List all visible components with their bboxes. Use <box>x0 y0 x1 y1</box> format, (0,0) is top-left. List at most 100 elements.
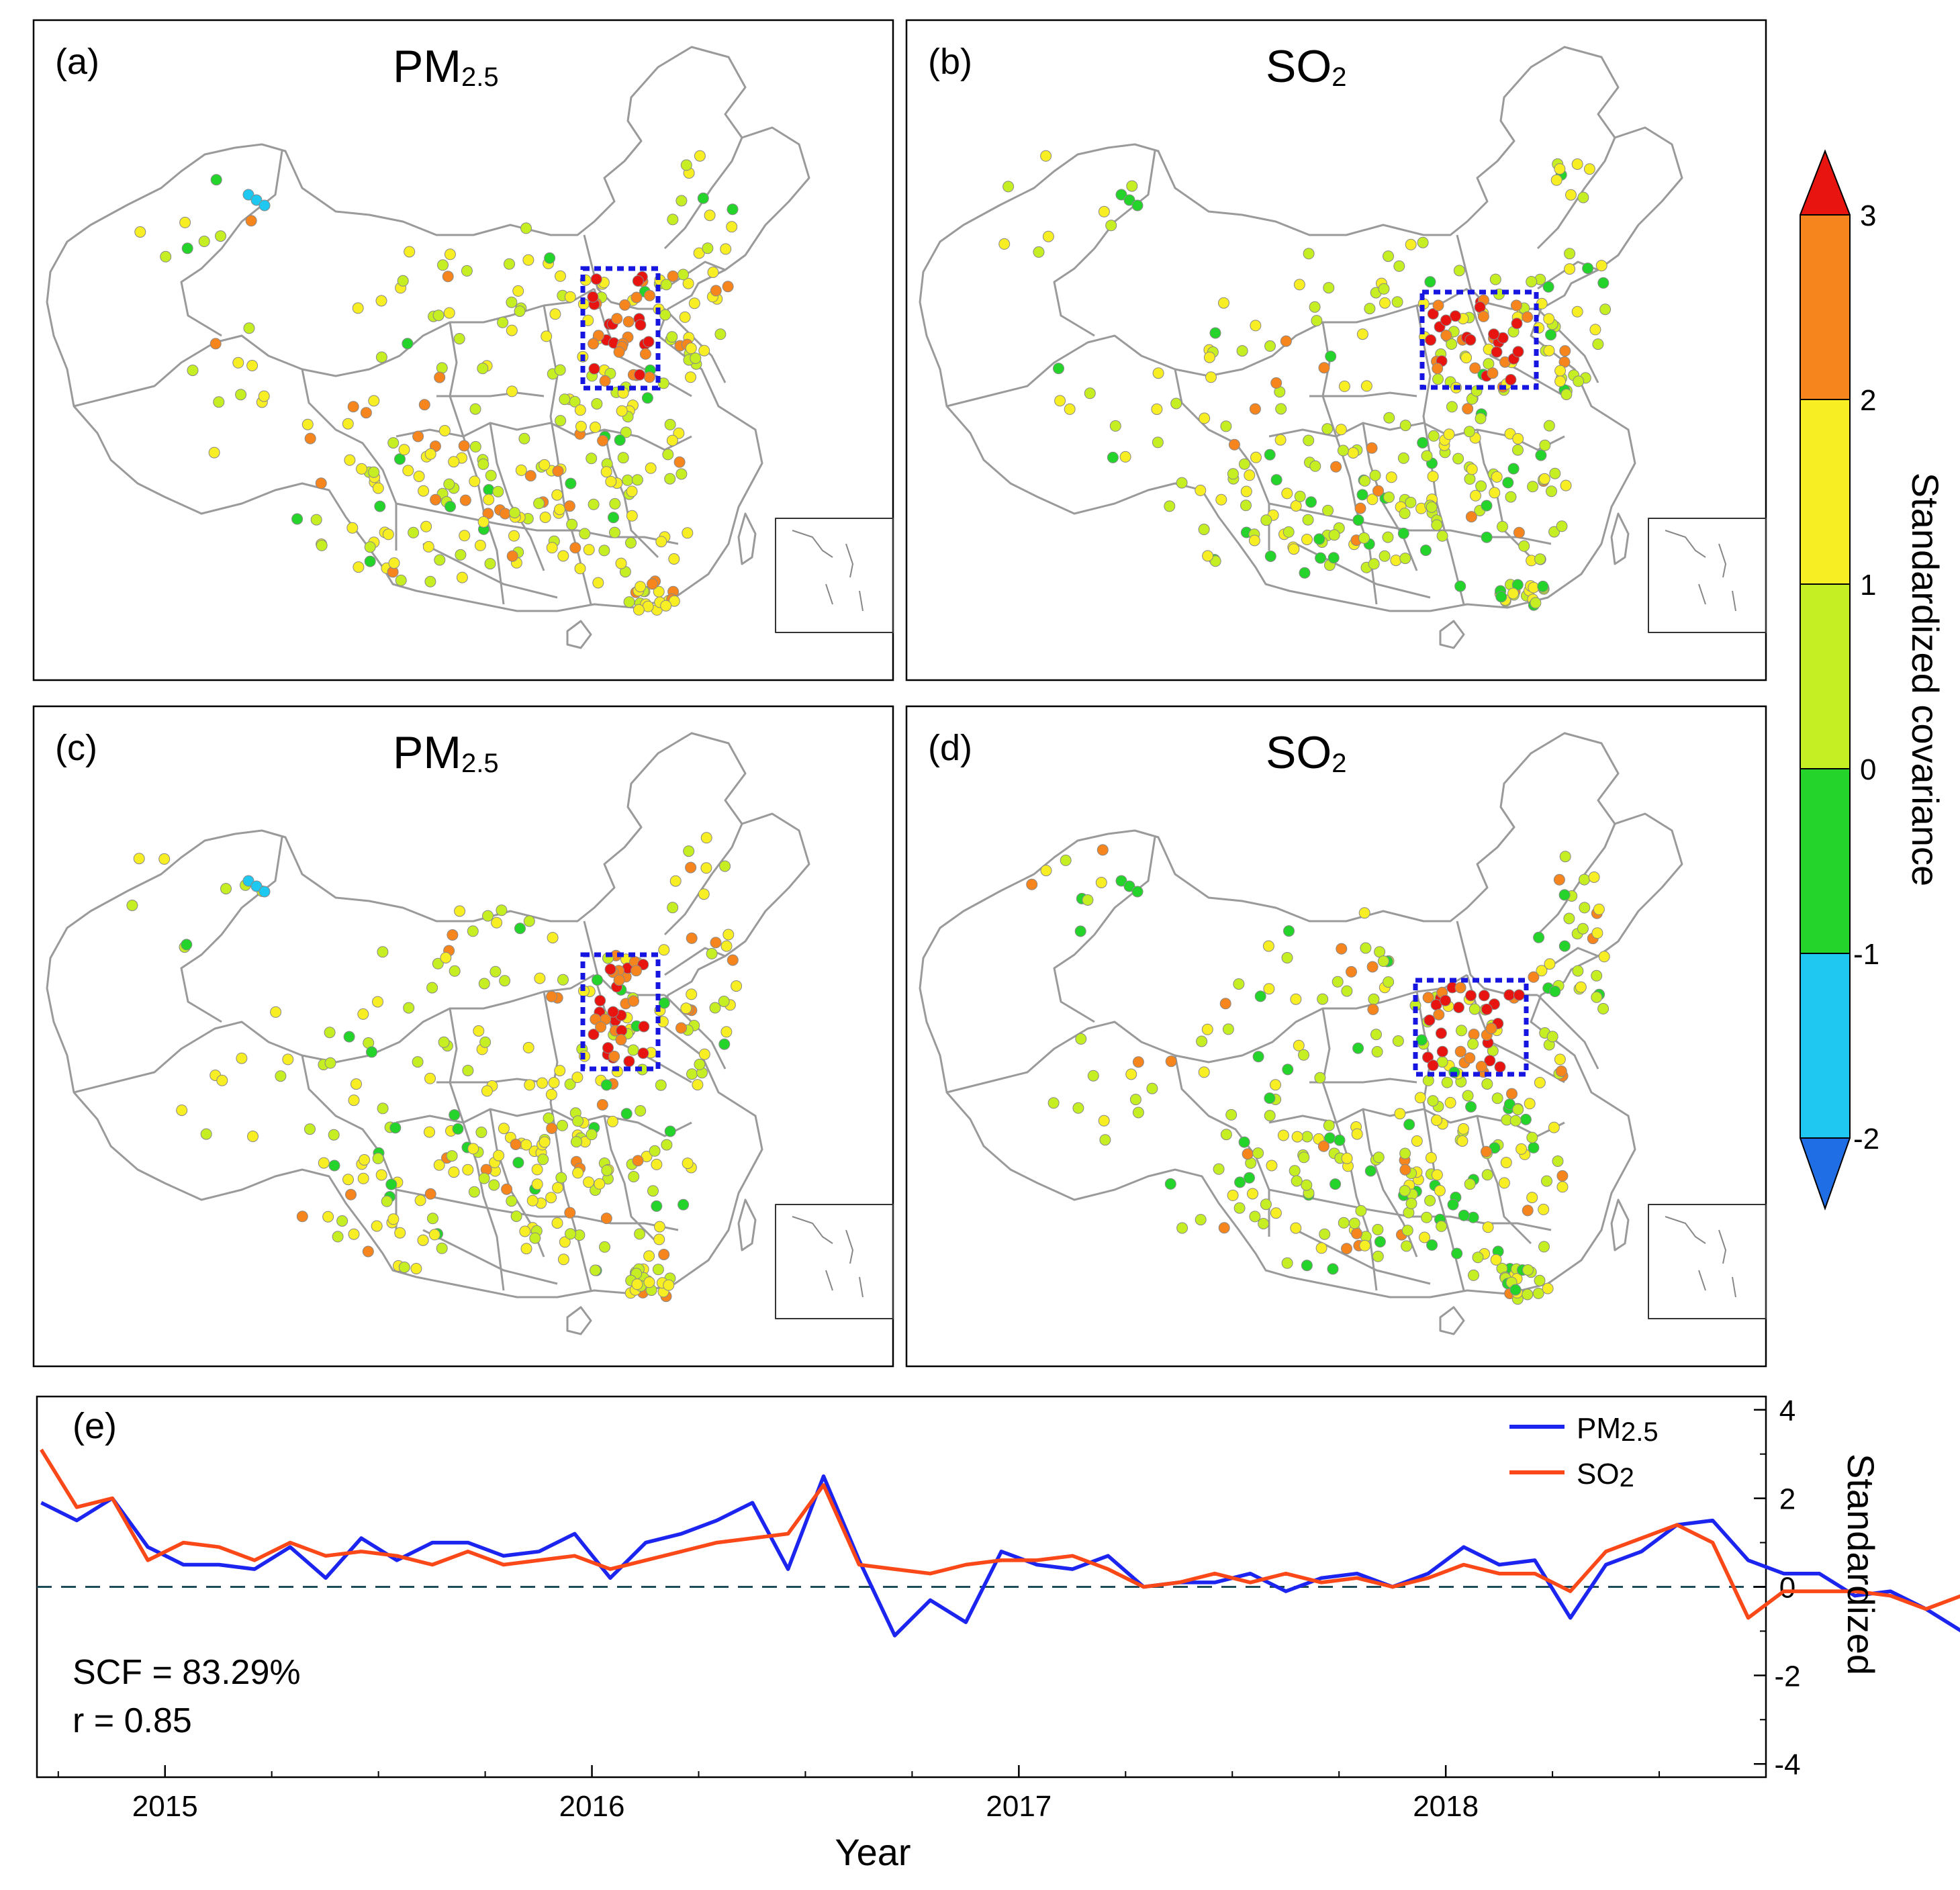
station-dot <box>1132 1056 1144 1068</box>
station-dot <box>447 929 459 941</box>
station-dot <box>181 939 193 951</box>
station-dot <box>489 965 502 978</box>
station-dot <box>698 888 710 900</box>
station-dot <box>594 1178 606 1190</box>
station-dot <box>574 404 586 416</box>
station-dot <box>1370 1029 1382 1041</box>
station-dot <box>1543 344 1555 357</box>
station-dot <box>1026 878 1038 890</box>
panel-c-title-sub: 2.5 <box>461 749 499 778</box>
station-dot <box>342 1174 354 1186</box>
panel-d-title: SO2 <box>1266 727 1347 778</box>
station-dot <box>673 427 685 439</box>
correlation-stat: r = 0.85 <box>73 1701 192 1740</box>
station-dot <box>1428 430 1440 442</box>
station-dot-nw <box>1115 875 1127 887</box>
station-dot <box>1468 1029 1480 1041</box>
station-dot <box>626 485 638 498</box>
station-dot <box>1218 1222 1230 1234</box>
station-dot-hot <box>1464 1052 1476 1064</box>
station-dot <box>1434 1184 1446 1196</box>
station-dot <box>682 527 694 539</box>
station-dot <box>1399 420 1411 432</box>
station-dot <box>232 357 244 369</box>
colorbar-title: Standardized covariance <box>1904 473 1947 886</box>
station-dot-hot <box>595 1021 607 1033</box>
panel-b-label: (b) <box>928 42 972 82</box>
station-dot <box>1522 1288 1534 1301</box>
station-dot <box>1542 1282 1554 1294</box>
station-dot <box>1464 1178 1476 1190</box>
station-dot <box>693 247 705 259</box>
station-dot <box>404 246 416 258</box>
station-dot-hot <box>1484 1055 1496 1067</box>
station-dot <box>1427 1095 1439 1107</box>
colorbar-tick-3: 3 <box>1860 199 1876 232</box>
station-dot <box>246 360 259 371</box>
station-dot <box>497 316 509 328</box>
station-dot <box>455 549 467 561</box>
station-dot <box>531 1164 543 1176</box>
station-dot <box>559 393 571 406</box>
station-dot <box>468 1186 480 1198</box>
station-dot <box>1489 487 1501 499</box>
station-dot-hot <box>643 336 655 348</box>
station-dot <box>1425 1151 1437 1164</box>
station-dot <box>609 526 620 538</box>
station-dot <box>1099 1134 1111 1146</box>
station-dot <box>1072 1102 1084 1114</box>
station-dot <box>1299 567 1311 579</box>
station-dot <box>1399 1185 1411 1196</box>
station-dot <box>512 1157 524 1169</box>
station-dot <box>1366 493 1379 506</box>
panel-c-title-main: PM <box>393 727 461 778</box>
station-dot <box>1553 873 1565 886</box>
station-dot <box>437 259 449 271</box>
station-dot <box>134 226 146 238</box>
station-dot <box>483 493 495 506</box>
station-dot <box>1495 591 1507 603</box>
colorbar-tick-neg2: -2 <box>1853 1123 1879 1155</box>
station-dot <box>1176 1222 1188 1234</box>
station-dot <box>1385 471 1397 483</box>
station-dot <box>216 1074 228 1086</box>
colorbar-tick-1: 1 <box>1860 569 1876 602</box>
station-dot <box>1575 981 1587 993</box>
station-dot <box>440 952 452 963</box>
station-dot <box>360 407 372 419</box>
station-dot-hot <box>1433 1008 1445 1021</box>
x-tick-label: 2017 <box>986 1790 1052 1823</box>
station-dot <box>1545 329 1557 341</box>
station-dot <box>1556 1170 1569 1182</box>
station-dot-hot <box>1488 328 1500 340</box>
station-dot <box>316 539 328 551</box>
station-dot <box>1399 553 1411 565</box>
station-dot <box>660 279 672 291</box>
station-dot <box>1422 1074 1434 1086</box>
station-dot <box>1399 1147 1411 1160</box>
station-dot <box>1341 1152 1353 1164</box>
station-dot <box>1319 1228 1331 1240</box>
station-dot <box>1301 1260 1313 1272</box>
station-dot <box>1275 403 1287 415</box>
series-line-so2 <box>40 1448 1960 1620</box>
station-dot <box>667 270 679 282</box>
station-dot <box>579 528 591 540</box>
station-dot <box>1218 297 1229 309</box>
station-dot <box>1096 844 1109 856</box>
station-dot <box>606 1115 618 1127</box>
x-tick-label: 2015 <box>132 1790 198 1823</box>
station-dot <box>1577 923 1589 935</box>
station-dot <box>481 1085 493 1097</box>
station-dot <box>328 1160 340 1172</box>
station-dot <box>531 1178 543 1190</box>
station-dot <box>1264 340 1276 352</box>
station-dot <box>1526 1192 1538 1204</box>
station-dot <box>692 1079 704 1091</box>
station-dot <box>590 421 601 433</box>
station-dot <box>1546 1031 1558 1043</box>
station-dot <box>208 446 220 459</box>
station-dot <box>616 405 628 417</box>
station-dot <box>663 1279 675 1291</box>
